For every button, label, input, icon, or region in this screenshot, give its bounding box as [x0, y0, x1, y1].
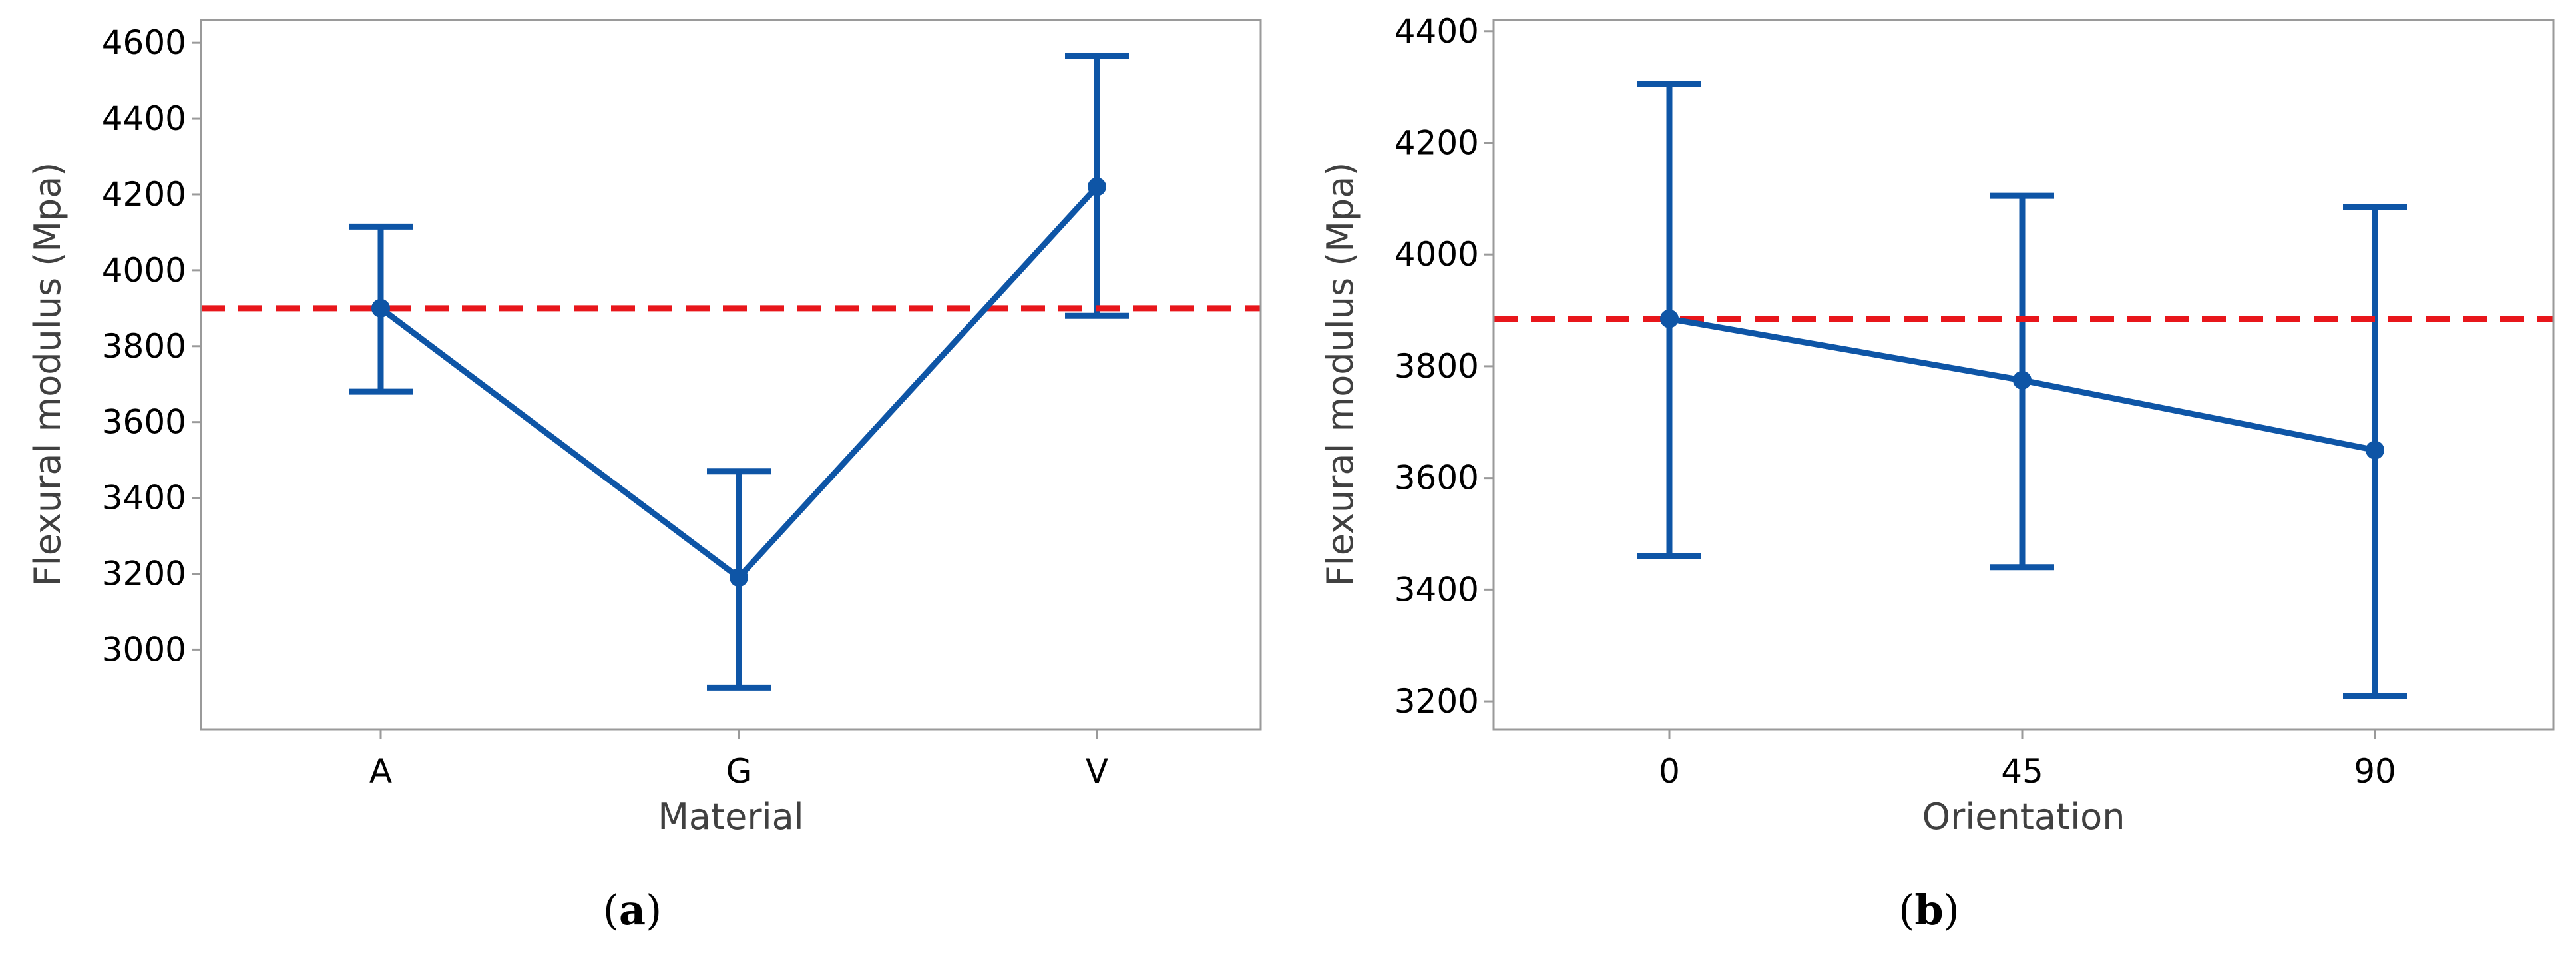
panel-a-y-tick-label: 4200	[102, 175, 186, 214]
panel-b-y-tick-label: 3800	[1395, 347, 1479, 386]
panel-a-data-point	[1088, 177, 1106, 196]
panel-a-data-point	[371, 298, 390, 318]
panel-b-y-tick-label: 4200	[1395, 123, 1479, 162]
panel-b-x-tick-label: 0	[1659, 752, 1680, 791]
panel-b-marks	[1494, 81, 2553, 699]
panel-a-data-point	[730, 568, 748, 587]
panel-b-caption-letter: b	[1914, 886, 1943, 934]
panel-b: 3200 3400 3600 3800 4000 4200 4400 0 45 90 Flexu…	[1319, 12, 2555, 934]
panel-a-caption-letter: a	[619, 886, 646, 934]
panel-a-y-tick-label: 3800	[102, 327, 186, 366]
panel-a-plot-frame	[200, 19, 1262, 731]
panel-a-x-tick-label: A	[369, 752, 392, 791]
panel-a-y-tick-label: 3600	[102, 403, 186, 442]
panel-a: 3000 3200 3400 3600 3800 4000 4200 4400 4600 A G V…	[27, 19, 1262, 934]
panel-b-x-axis-title: Orientation	[1922, 796, 2125, 838]
panel-a-y-tick-label: 4000	[102, 251, 186, 290]
panel-a-x-tick-label: G	[726, 752, 752, 791]
panel-b-x-tick-label: 45	[2001, 752, 2043, 791]
panel-a-caption-open: (	[603, 886, 619, 934]
panel-b-y-tick-label: 4000	[1395, 235, 1479, 274]
panel-a-y-axis-title: Flexural modulus (Mpa)	[27, 162, 69, 587]
panel-b-y-tick-label: 3400	[1395, 570, 1479, 609]
panel-b-x-tick-label: 90	[2354, 752, 2396, 791]
panel-a-y-tick-label: 3400	[102, 479, 186, 517]
panel-b-y-tick-label: 4400	[1395, 12, 1479, 51]
panel-b-data-point	[2013, 370, 2032, 390]
panel-a-caption-close: )	[646, 886, 662, 934]
panel-a-marks	[201, 53, 1261, 691]
panel-b-caption-open: (	[1898, 886, 1914, 934]
panel-a-y-tick-label: 3200	[102, 554, 186, 593]
panel-a-y-ticks: 3000 3200 3400 3600 3800 4000 4200 4400 4600	[102, 23, 201, 669]
panel-b-x-ticks: 0 45 90	[1659, 729, 2396, 791]
panel-b-data-point	[1660, 309, 1679, 328]
panel-b-caption-close: )	[1944, 886, 1960, 934]
panel-b-y-ticks: 3200 3400 3600 3800 4000 4200 4400	[1395, 12, 1494, 721]
panel-a-x-axis-title: Material	[658, 796, 803, 838]
panel-a-y-tick-label: 4400	[102, 99, 186, 138]
panel-a-x-tick-label: V	[1086, 752, 1108, 791]
panel-a-caption: (a)	[603, 886, 662, 934]
panel-b-y-tick-label: 3200	[1395, 682, 1479, 721]
panel-a-y-tick-label: 3000	[102, 630, 186, 669]
panel-b-plot-frame	[1492, 19, 2555, 731]
panel-b-caption: (b)	[1898, 886, 1960, 934]
panel-b-y-tick-label: 3600	[1395, 459, 1479, 497]
panel-b-y-axis-title: Flexural modulus (Mpa)	[1319, 162, 1361, 587]
panel-b-data-point	[2366, 440, 2384, 460]
panel-a-y-tick-label: 4600	[102, 23, 186, 62]
